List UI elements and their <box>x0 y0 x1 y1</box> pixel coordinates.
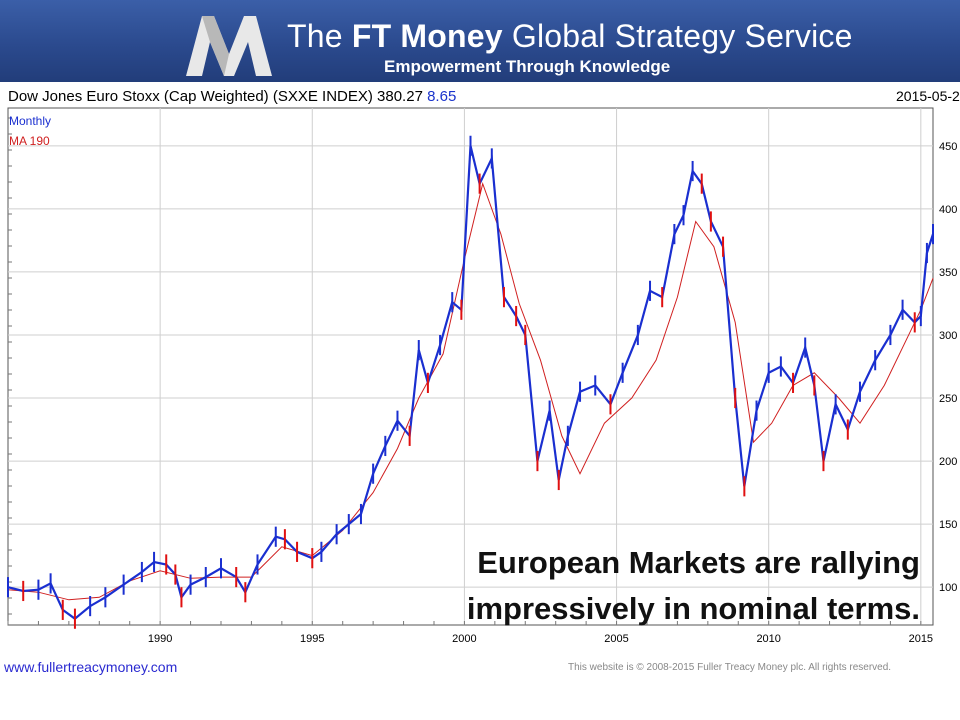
x-tick-label: 2005 <box>604 633 628 645</box>
banner-subtitle: Empowerment Through Knowledge <box>384 57 671 76</box>
banner-background <box>0 0 960 82</box>
x-tick-label: 2015 <box>909 633 933 645</box>
annotation-text: European Markets are rallying impressive… <box>360 540 920 632</box>
footer-website-link[interactable]: www.fullertreacymoney.com <box>4 659 178 675</box>
annotation-line-2: impressively in nominal terms. <box>466 591 920 626</box>
ft-money-logo-icon <box>186 16 272 76</box>
banner-title: The FT Money Global Strategy Service <box>287 18 853 54</box>
y-tick-label: 150 <box>939 519 957 531</box>
y-tick-label: 450 <box>939 141 957 153</box>
y-tick-label: 350 <box>939 267 957 279</box>
price-change: 8.65 <box>427 88 457 105</box>
chart-title: Dow Jones Euro Stoxx (Cap Weighted) (SXX… <box>8 88 457 105</box>
y-tick-label: 200 <box>939 456 957 468</box>
chart-grid <box>8 108 933 625</box>
x-tick-label: 2010 <box>756 633 780 645</box>
x-tick-label: 1990 <box>148 633 172 645</box>
x-axis-labels: 1990 1995 2000 2005 2010 2015 <box>148 633 933 645</box>
y-axis-labels: 100 150 200 250 300 350 400 450 <box>939 141 957 594</box>
y-tick-label: 300 <box>939 330 957 342</box>
footer-copyright: This website is © 2008-2015 Fuller Treac… <box>568 662 892 673</box>
y-tick-label: 400 <box>939 204 957 216</box>
monthly-series <box>7 135 935 629</box>
x-tick-label: 1995 <box>300 633 324 645</box>
legend-monthly: Monthly <box>9 114 52 128</box>
legend-ma: MA 190 <box>9 134 50 148</box>
x-tick-label: 2000 <box>452 633 476 645</box>
header-banner: The FT Money Global Strategy Service Emp… <box>0 0 960 82</box>
annotation-line-1: European Markets are rallying <box>477 545 920 580</box>
price-chart: 100 150 200 250 300 350 400 450 1990 1995 2000 200… <box>0 82 960 652</box>
y-tick-label: 100 <box>939 582 957 594</box>
left-ruler <box>7 117 922 625</box>
y-tick-label: 250 <box>939 393 957 405</box>
chart-date: 2015-05-2 <box>896 88 960 104</box>
